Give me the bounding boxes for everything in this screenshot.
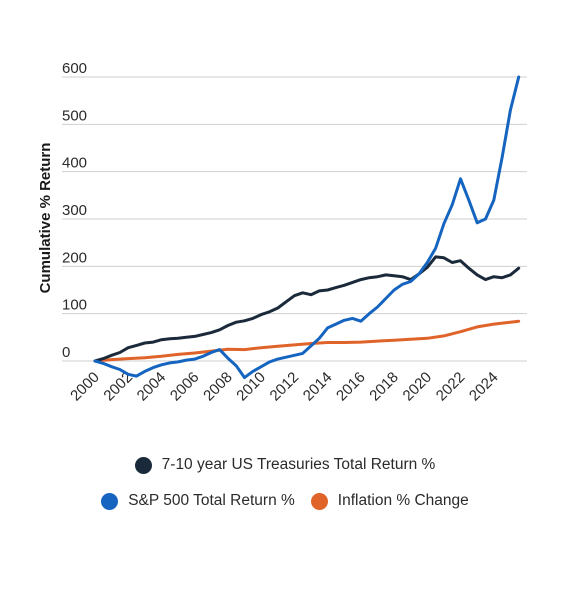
legend-row-1: 7-10 year US Treasuries Total Return % bbox=[0, 456, 570, 474]
x-tick-label: 2000 bbox=[67, 369, 103, 405]
y-tick-label: 300 bbox=[62, 202, 87, 219]
y-tick-labels: 0 100 200 300 400 500 600 bbox=[62, 60, 87, 361]
sp500-legend-dot bbox=[101, 492, 119, 510]
treasuries-series-line bbox=[93, 255, 521, 363]
inflation-series-line bbox=[93, 319, 521, 363]
sp500-series-line bbox=[93, 75, 521, 380]
y-tick-label: 600 bbox=[62, 60, 87, 77]
legend-label-inflation: Inflation % Change bbox=[337, 492, 469, 509]
y-axis-label: Cumulative % Return bbox=[37, 143, 54, 294]
grid-layer bbox=[62, 76, 527, 362]
x-tick-label: 2018 bbox=[366, 369, 402, 405]
legend-label-treasuries: 7-10 year US Treasuries Total Return % bbox=[161, 456, 436, 473]
x-tick-label: 2008 bbox=[200, 369, 236, 405]
legend-row-2: S&P 500 Total Return % Inflation % Chang… bbox=[0, 492, 570, 510]
y-tick-label: 500 bbox=[62, 107, 87, 124]
series-layer bbox=[93, 75, 521, 380]
x-tick-label: 2022 bbox=[433, 369, 469, 405]
x-tick-label: 2016 bbox=[333, 369, 369, 405]
x-tick-label: 2012 bbox=[267, 369, 303, 405]
inflation-legend-dot bbox=[310, 492, 328, 510]
legend-item-inflation: Inflation % Change bbox=[310, 492, 469, 510]
x-tick-labels: 2000200220042006200820102012201420162018… bbox=[67, 369, 501, 405]
y-tick-label: 400 bbox=[62, 155, 87, 172]
x-tick-label: 2024 bbox=[466, 369, 502, 405]
y-tick-label: 0 bbox=[62, 344, 70, 361]
legend-label-sp500: S&P 500 Total Return % bbox=[128, 492, 295, 509]
y-tick-label: 100 bbox=[62, 297, 87, 314]
x-tick-label: 2014 bbox=[300, 369, 336, 405]
x-tick-label: 2006 bbox=[167, 369, 203, 405]
legend-item-treasuries: 7-10 year US Treasuries Total Return % bbox=[134, 456, 436, 474]
x-tick-label: 2020 bbox=[400, 369, 436, 405]
y-tick-label: 200 bbox=[62, 249, 87, 266]
treasuries-legend-dot bbox=[134, 456, 152, 474]
legend-item-sp500: S&P 500 Total Return % bbox=[101, 492, 295, 510]
